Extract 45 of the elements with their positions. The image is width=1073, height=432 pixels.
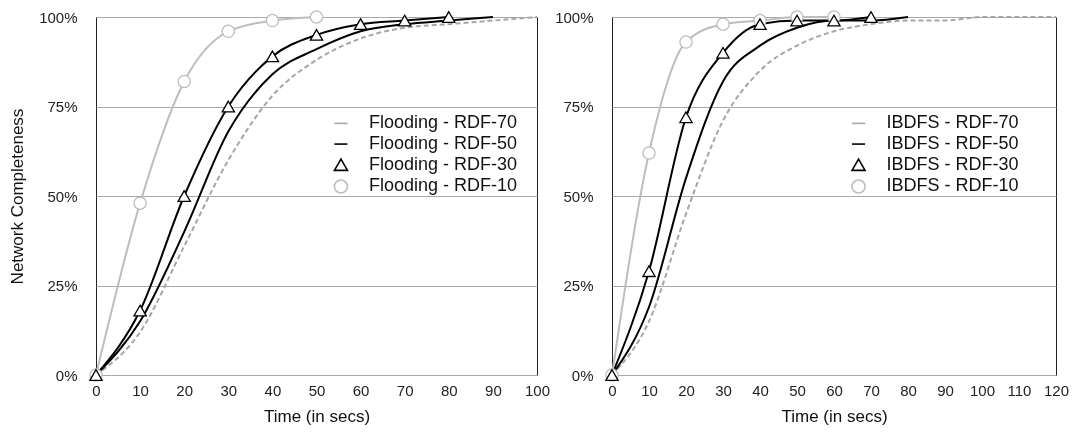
- x-tick-label: 10: [132, 381, 149, 399]
- y-tick-label: 75%: [47, 98, 78, 115]
- x-tick-label: 110: [1007, 381, 1032, 399]
- y-tick-label: 25%: [47, 277, 78, 294]
- x-tick-label: 20: [176, 381, 194, 399]
- x-tick-label: 30: [220, 381, 238, 399]
- y-axis-title: Network Completeness: [8, 108, 28, 285]
- x-tick-label: 20: [678, 381, 695, 399]
- legend-label: Flooding - RDF-50: [368, 133, 517, 154]
- legend-label: IBDFS - RDF-50: [886, 133, 1019, 154]
- y-tick-label: 25%: [563, 277, 594, 294]
- x-tick-label: 90: [937, 381, 954, 399]
- legend-label: IBDFS - RDF-30: [886, 153, 1019, 174]
- legend-label: Flooding - RDF-70: [368, 112, 517, 133]
- x-tick-label: 100: [524, 381, 551, 399]
- y-tick-label: 75%: [563, 98, 594, 115]
- y-tick-label: 100%: [39, 8, 78, 26]
- y-tick-label: 50%: [563, 187, 594, 205]
- legend-label: Flooding - RDF-30: [368, 153, 517, 174]
- x-tick-label: 10: [641, 381, 658, 399]
- x-tick-label: 70: [863, 381, 880, 399]
- x-tick-label: 40: [752, 381, 769, 399]
- legend-label: IBDFS - RDF-10: [886, 175, 1019, 196]
- x-tick-label: 30: [715, 381, 732, 399]
- x-tick-label: 0: [608, 381, 617, 399]
- x-tick-label: 40: [264, 381, 282, 399]
- y-tick-label: 0%: [55, 366, 78, 384]
- x-axis-title: Time (in secs): [781, 406, 888, 426]
- y-tick-label: 100%: [555, 8, 594, 26]
- x-tick-label: 50: [789, 381, 806, 399]
- y-tick-label: 0%: [571, 366, 594, 384]
- x-tick-label: 90: [485, 381, 502, 399]
- x-tick-label: 120: [1043, 381, 1070, 399]
- x-tick-label: 80: [440, 381, 458, 399]
- x-tick-label: 50: [308, 381, 326, 399]
- x-tick-label: 100: [969, 381, 996, 399]
- x-tick-label: 60: [352, 381, 370, 399]
- x-tick-label: 70: [396, 381, 414, 399]
- x-tick-label: 0: [92, 381, 101, 399]
- x-tick-label: 60: [826, 381, 843, 399]
- legend-label: IBDFS - RDF-70: [886, 112, 1019, 133]
- legend-label: Flooding - RDF-10: [368, 175, 517, 196]
- y-tick-label: 50%: [47, 187, 78, 205]
- x-axis-title: Time (in secs): [263, 406, 371, 426]
- x-tick-label: 80: [900, 381, 917, 399]
